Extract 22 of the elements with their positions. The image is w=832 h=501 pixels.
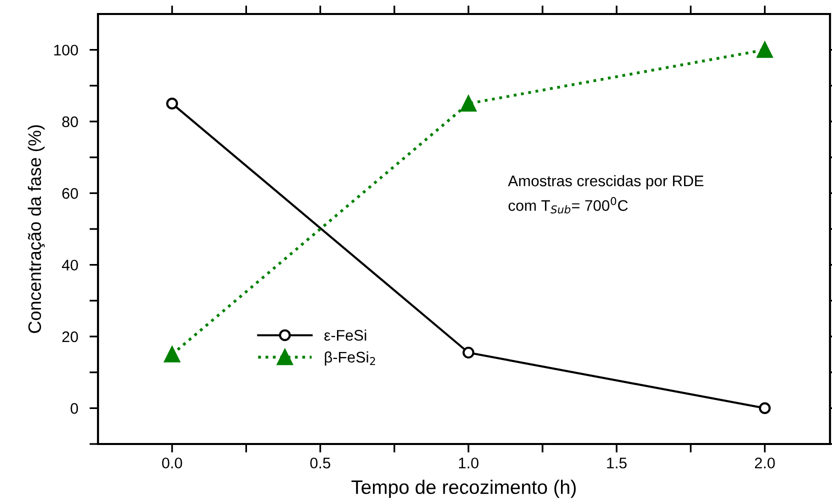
x-tick-label: 0.0: [162, 458, 182, 468]
x-axis-title: Tempo de recozimento (h): [352, 480, 576, 498]
annotation: Amostras crescidas por RDE com T$_{Sub}$= 700$^{0}$C: [508, 175, 704, 214]
y-axis-title: Concentração da fase (%): [28, 125, 45, 333]
y-tick-label: 100: [54, 44, 78, 56]
y-tick-label: 20: [62, 331, 78, 342]
point: [164, 346, 180, 362]
x-tick-label: 1.5: [607, 458, 627, 468]
x-tick-label: 0.5: [310, 458, 330, 468]
point: [462, 346, 474, 359]
legend-label: ε-FeSi: [324, 330, 366, 341]
legend-label: β-FeSi$_{2}$: [324, 351, 376, 366]
y-tick-label: 40: [62, 260, 78, 271]
point: [758, 402, 771, 414]
y-tick-label: 0: [70, 403, 78, 414]
point: [166, 98, 178, 110]
y-tick-label: 80: [62, 116, 78, 128]
point: [460, 96, 476, 112]
x-tick-label: 2.0: [754, 458, 775, 468]
x-tick-label: 1.0: [458, 458, 478, 468]
point: [756, 42, 773, 58]
y-tick-label: 60: [62, 188, 78, 199]
